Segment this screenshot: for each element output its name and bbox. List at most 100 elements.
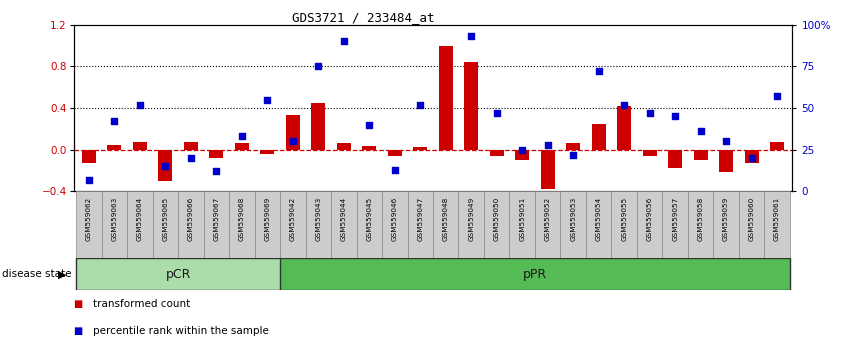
Text: GSM559046: GSM559046	[391, 196, 397, 241]
Point	[617, 102, 631, 108]
Bar	[204, 191, 229, 258]
Point	[719, 138, 733, 144]
Point	[515, 147, 529, 152]
Text: GSM559058: GSM559058	[698, 196, 704, 241]
Point	[669, 113, 682, 119]
Text: ▶: ▶	[58, 269, 67, 279]
Text: GSM559059: GSM559059	[723, 196, 729, 241]
Bar	[286, 115, 300, 149]
Bar	[489, 149, 504, 156]
Point	[158, 163, 172, 169]
Bar	[152, 191, 178, 258]
Text: GSM559056: GSM559056	[647, 196, 653, 241]
Bar	[560, 191, 586, 258]
Bar	[765, 191, 790, 258]
Text: GSM559063: GSM559063	[112, 196, 118, 241]
Bar	[611, 191, 637, 258]
Bar	[586, 191, 611, 258]
Bar	[280, 191, 306, 258]
Bar	[464, 62, 478, 149]
Text: GSM559047: GSM559047	[417, 196, 423, 241]
Bar	[362, 147, 377, 149]
Bar	[669, 149, 682, 168]
Text: GSM559048: GSM559048	[443, 196, 449, 241]
Bar	[132, 142, 147, 149]
Text: percentile rank within the sample: percentile rank within the sample	[93, 326, 268, 336]
Bar	[714, 191, 739, 258]
Point	[133, 102, 147, 108]
Bar	[433, 191, 458, 258]
Bar	[439, 46, 453, 149]
Text: GSM559062: GSM559062	[86, 196, 92, 241]
Point	[591, 69, 605, 74]
Bar	[566, 143, 580, 149]
Bar	[127, 191, 152, 258]
Text: GSM559067: GSM559067	[213, 196, 219, 241]
Text: GSM559042: GSM559042	[290, 196, 296, 241]
Bar	[210, 149, 223, 158]
Bar	[591, 124, 605, 149]
Bar	[107, 145, 121, 149]
Text: GSM559060: GSM559060	[748, 196, 754, 241]
Bar	[357, 191, 382, 258]
Bar	[255, 191, 280, 258]
Text: GSM559066: GSM559066	[188, 196, 194, 241]
Bar	[76, 258, 280, 290]
Bar	[388, 149, 402, 156]
Bar	[337, 143, 351, 149]
Point	[566, 152, 580, 158]
Text: GDS3721 / 233484_at: GDS3721 / 233484_at	[293, 11, 435, 24]
Text: ■: ■	[74, 299, 83, 309]
Bar	[617, 106, 631, 149]
Bar	[306, 191, 331, 258]
Point	[261, 97, 275, 102]
Bar	[535, 191, 560, 258]
Point	[643, 110, 656, 116]
Bar	[331, 191, 357, 258]
Bar	[745, 149, 759, 163]
Text: GSM559069: GSM559069	[264, 196, 270, 241]
Text: GSM559052: GSM559052	[545, 196, 551, 241]
Bar	[382, 191, 408, 258]
Bar	[76, 191, 101, 258]
Bar	[770, 142, 784, 149]
Bar	[413, 148, 427, 149]
Text: GSM559051: GSM559051	[520, 196, 525, 241]
Point	[362, 122, 376, 127]
Text: pCR: pCR	[165, 268, 191, 281]
Text: GSM559068: GSM559068	[239, 196, 245, 241]
Bar	[719, 149, 734, 172]
Text: GSM559049: GSM559049	[469, 196, 475, 241]
Point	[464, 34, 478, 39]
Point	[388, 167, 402, 172]
Point	[490, 110, 504, 116]
Bar	[158, 149, 172, 181]
Bar	[184, 142, 197, 149]
Text: ■: ■	[74, 326, 83, 336]
Bar	[484, 191, 509, 258]
Text: transformed count: transformed count	[93, 299, 190, 309]
Bar	[229, 191, 255, 258]
Point	[540, 142, 554, 147]
Bar	[739, 191, 765, 258]
Point	[286, 138, 300, 144]
Text: GSM559064: GSM559064	[137, 196, 143, 241]
Bar	[688, 191, 714, 258]
Bar	[509, 191, 535, 258]
Bar	[515, 149, 529, 160]
Bar	[643, 149, 656, 156]
Text: GSM559045: GSM559045	[366, 196, 372, 241]
Bar	[280, 258, 790, 290]
Point	[413, 102, 427, 108]
Bar	[235, 143, 249, 149]
Text: GSM559055: GSM559055	[621, 196, 627, 241]
Point	[235, 133, 249, 139]
Text: GSM559065: GSM559065	[162, 196, 168, 241]
Bar	[311, 103, 326, 149]
Bar	[82, 149, 96, 163]
Bar	[662, 191, 688, 258]
Point	[82, 177, 96, 182]
Point	[694, 129, 708, 134]
Point	[439, 13, 453, 19]
Text: GSM559054: GSM559054	[596, 196, 602, 241]
